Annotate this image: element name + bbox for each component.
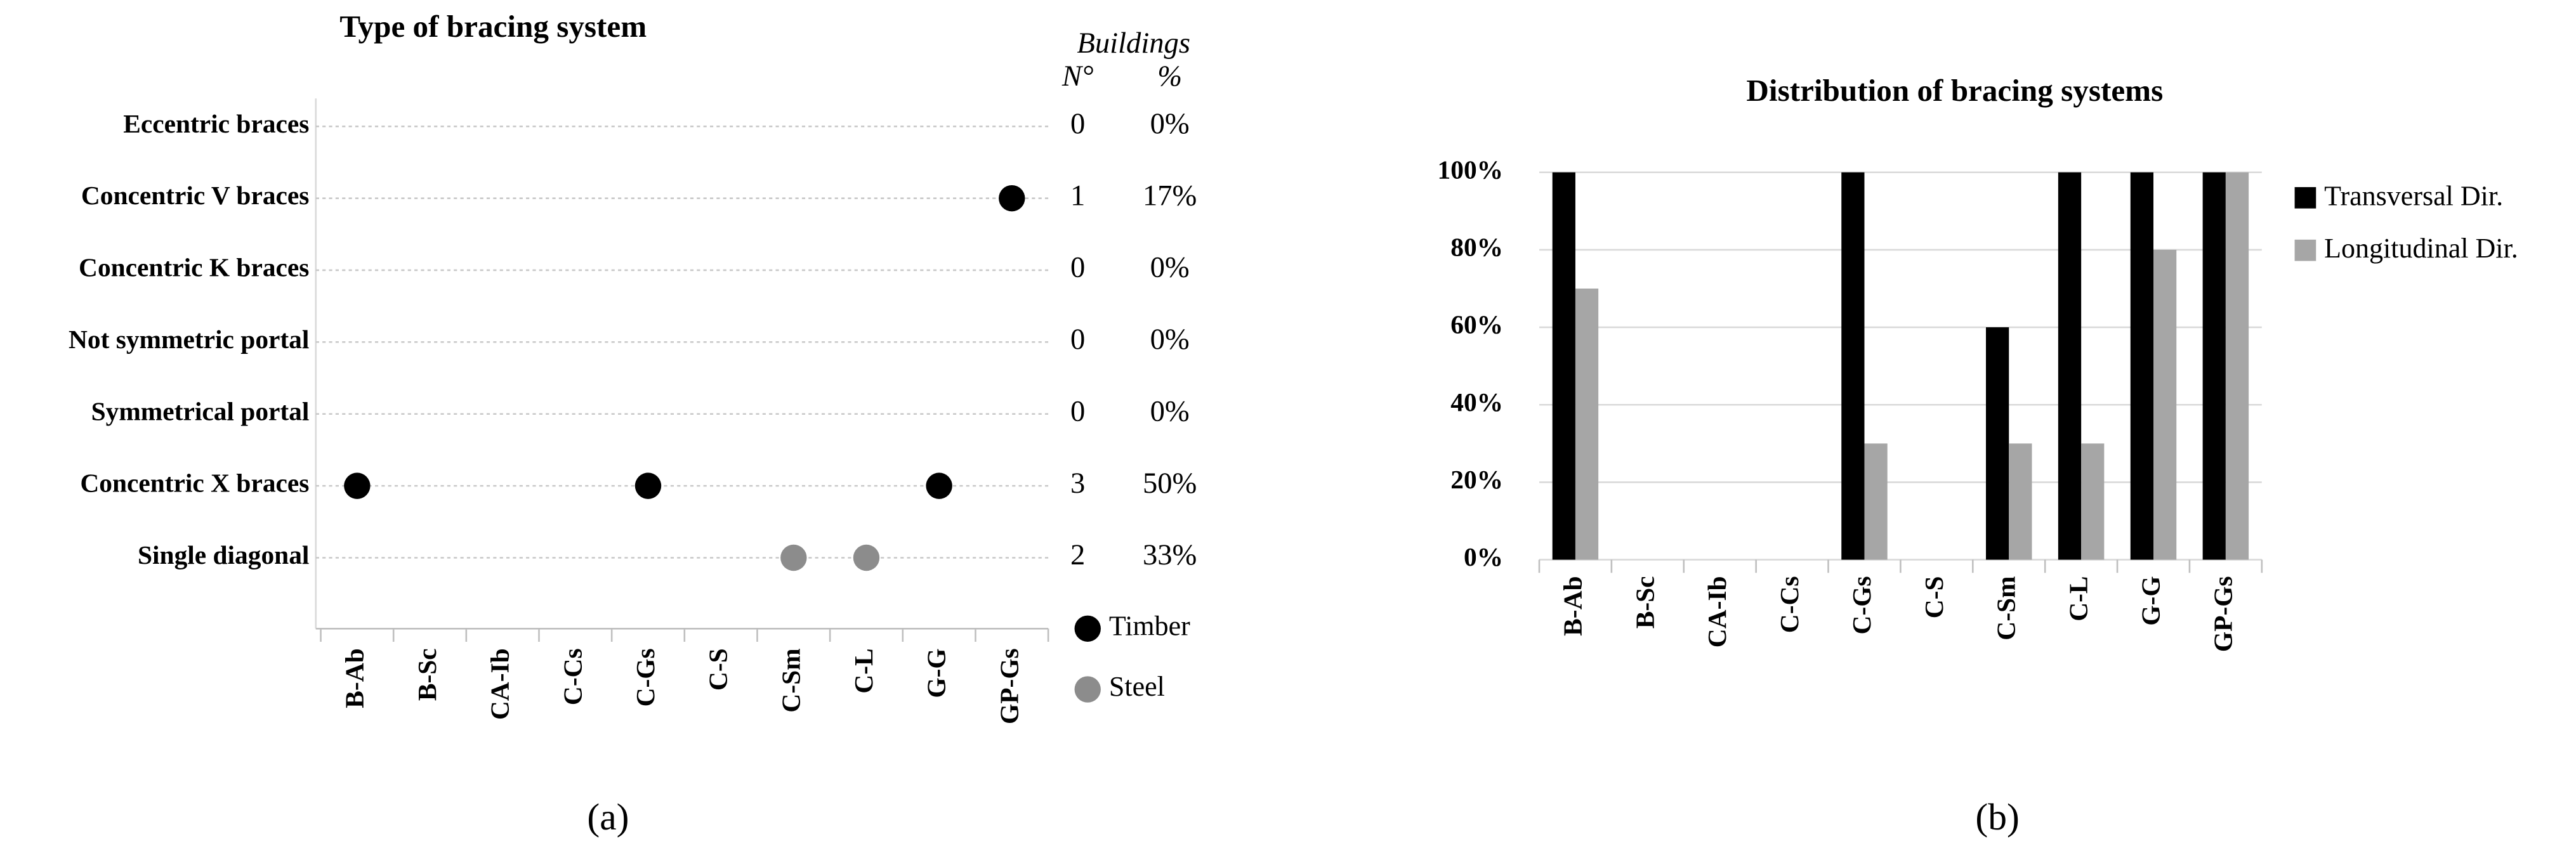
x-tick-label: GP-Gs [2208,576,2237,652]
legend-label: Transversal Dir. [2324,180,2503,211]
percent: 0% [1150,107,1190,140]
x-tick-label: C-L [2064,576,2093,621]
x-tick-label: C-S [704,648,733,691]
count: 0 [1070,107,1085,140]
caption: (b) [1975,796,2019,838]
x-tick-label: CA-Ib [1702,576,1732,647]
x-tick-label: G-G [922,648,951,698]
x-tick-label: C-Gs [631,648,660,706]
x-tick-label: C-Gs [1847,576,1876,634]
x-tick-label: B-Ab [339,648,369,708]
y-tick-label: Concentric K braces [79,253,309,282]
bar [2225,172,2249,560]
table-header: % [1157,60,1182,93]
percent: 0% [1150,323,1190,356]
count: 1 [1070,179,1085,212]
caption: (a) [587,796,629,838]
legend-marker [1074,615,1101,642]
bar [1841,172,1865,560]
percent: 50% [1143,467,1197,500]
count: 3 [1070,467,1085,500]
percent: 0% [1150,251,1190,284]
bar [2153,249,2177,560]
percent: 33% [1143,538,1197,571]
chart-title: Distribution of bracing systems [1746,73,2163,108]
legend-label: Timber [1109,610,1190,641]
dot [999,185,1025,212]
legend-label: Steel [1109,671,1165,702]
count: 0 [1070,251,1085,284]
x-tick-label: C-Sm [1992,576,2021,640]
x-tick-label: B-Sc [1630,576,1659,628]
y-tick-label: 60% [1450,310,1503,339]
y-tick-label: Not symmetric portal [69,325,309,354]
chart-title: Type of bracing system [339,9,647,44]
x-tick-label: CA-Ib [485,648,515,720]
x-tick-label: B-Sc [412,648,442,701]
x-tick-label: GP-Gs [994,648,1023,724]
percent: 0% [1150,394,1190,427]
dot [344,472,371,499]
x-tick-label: C-S [1919,576,1948,618]
dot [634,472,662,499]
count: 0 [1070,323,1085,356]
legend-marker [2294,187,2316,209]
bar [2058,172,2082,560]
table-header: N° [1061,60,1094,93]
table-header: Buildings [1077,27,1190,60]
bar [2081,443,2105,560]
y-tick-label: 40% [1450,387,1503,417]
y-tick-label: Single diagonal [138,540,309,569]
x-tick-label: G-G [2136,576,2165,625]
legend-marker [1074,676,1101,703]
y-tick-label: Symmetrical portal [91,396,310,426]
bar [1575,289,1599,560]
percent: 17% [1143,179,1197,212]
x-tick-label: C-L [849,648,878,693]
count: 0 [1070,394,1085,427]
y-tick-label: Concentric V braces [81,181,310,210]
bar [2130,172,2153,560]
dot [853,544,880,571]
x-tick-label: C-Sm [776,648,805,712]
legend-label: Longitudinal Dir. [2324,233,2518,264]
dot [780,544,807,571]
x-tick-label: C-Cs [1775,576,1804,633]
count: 2 [1070,538,1085,571]
bar [1552,172,1575,560]
bar [2009,443,2032,560]
legend-marker [2294,239,2316,261]
y-tick-label: 20% [1450,465,1503,494]
y-tick-label: 80% [1450,232,1503,261]
x-tick-label: B-Ab [1558,576,1587,635]
y-tick-label: Eccentric braces [123,109,309,138]
bar [2202,172,2226,560]
y-tick-label: Concentric X braces [80,469,309,498]
x-tick-label: C-Cs [558,648,587,705]
y-tick-label: 100% [1438,155,1504,184]
bar [1864,443,1888,560]
bar [1986,327,2009,560]
y-tick-label: 0% [1464,542,1503,571]
dot [926,472,952,499]
